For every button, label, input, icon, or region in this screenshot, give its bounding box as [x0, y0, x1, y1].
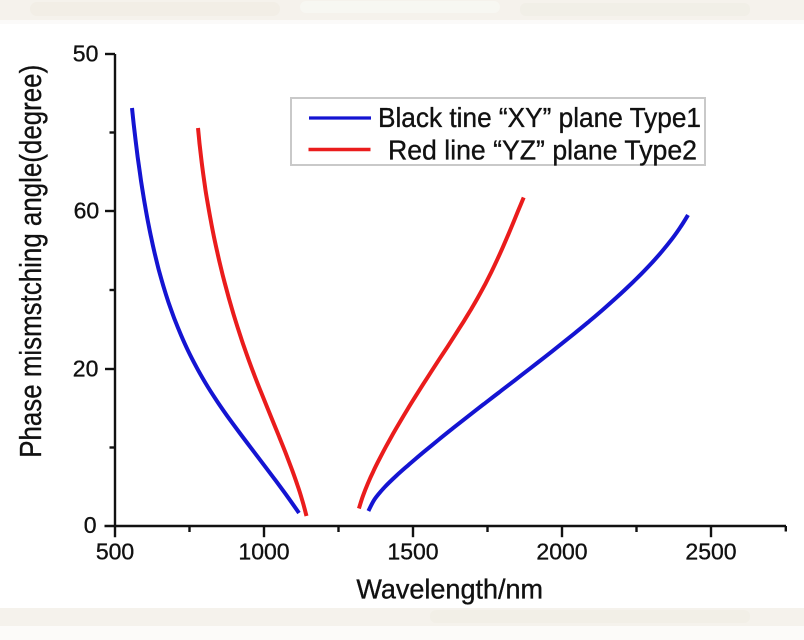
svg-text:60: 60: [74, 198, 100, 224]
svg-text:Phase mismstching angle(degree: Phase mismstching angle(degree): [13, 65, 48, 458]
svg-text:0: 0: [84, 512, 97, 538]
svg-text:20: 20: [73, 356, 99, 382]
svg-text:2500: 2500: [685, 539, 736, 565]
svg-text:500: 500: [96, 539, 134, 565]
svg-text:1500: 1500: [387, 539, 438, 565]
svg-text:Black tine “XY” plane Type1: Black tine “XY” plane Type1: [378, 102, 701, 133]
svg-text:Wavelength/nm: Wavelength/nm: [356, 573, 543, 604]
svg-text:2000: 2000: [536, 539, 587, 565]
svg-text:50: 50: [73, 40, 99, 66]
svg-text:Red line “YZ” plane Type2: Red line “YZ” plane Type2: [388, 135, 697, 166]
svg-text:1000: 1000: [238, 539, 289, 565]
